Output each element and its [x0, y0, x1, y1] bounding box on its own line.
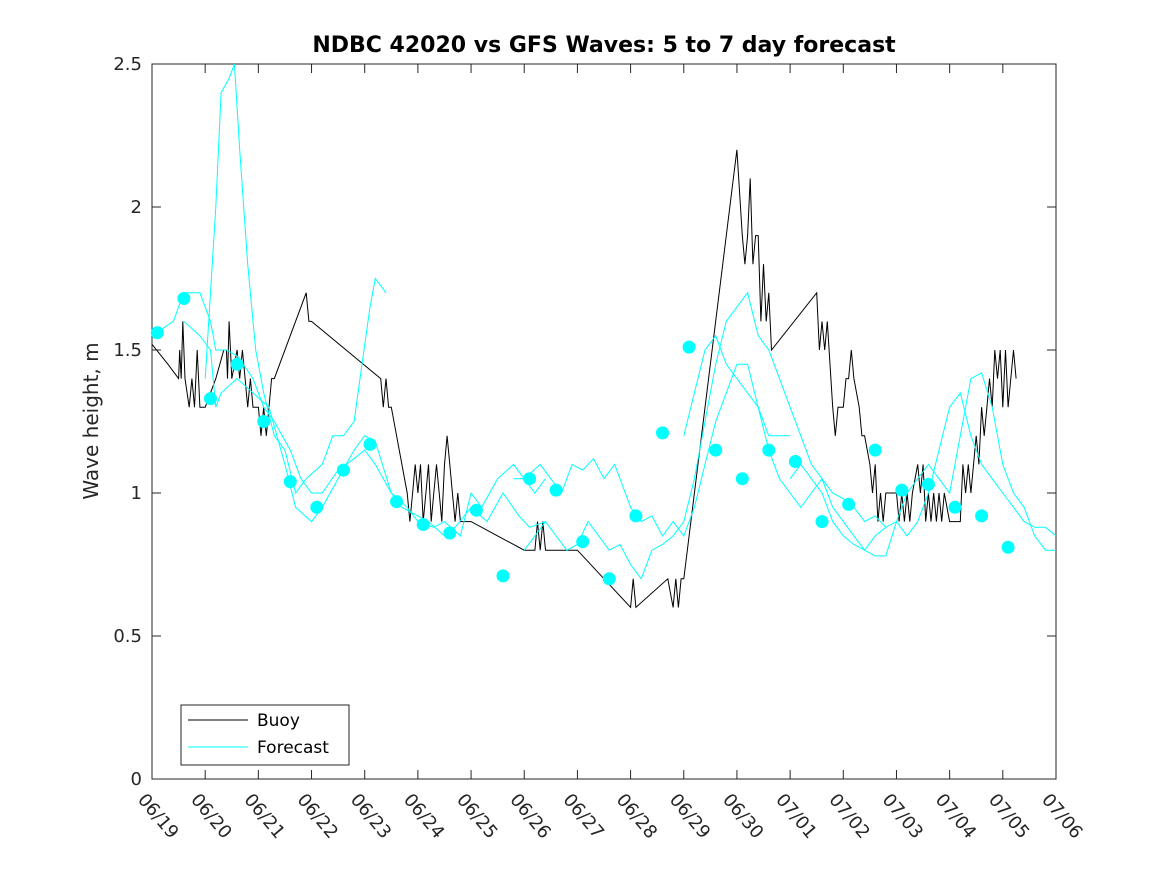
buoy-line — [151, 149, 1017, 609]
y-tick-label-0: 0 — [131, 769, 142, 790]
y-tick-label-1: 0.5 — [113, 626, 142, 647]
forecast-marker-5 — [283, 475, 297, 489]
forecast-marker-21 — [709, 443, 723, 457]
forecast-line-3 — [204, 63, 387, 495]
forecast-marker-23 — [762, 443, 776, 457]
forecast-marker-1 — [177, 292, 191, 305]
forecast-marker-24 — [788, 455, 802, 468]
y-tick-label-5: 2.5 — [113, 54, 142, 75]
forecast-marker-32 — [1001, 540, 1015, 554]
legend-buoy-label: Buoy — [257, 711, 300, 731]
legend: Buoy Forecast — [180, 704, 350, 766]
y-tick-label-4: 2 — [131, 197, 142, 218]
forecast-marker-8 — [363, 437, 377, 451]
forecast-marker-2 — [204, 392, 217, 406]
forecast-marker-11 — [443, 526, 457, 540]
forecast-line-4 — [513, 363, 791, 537]
forecast-line-6 — [683, 334, 1057, 552]
forecast-marker-19 — [656, 426, 669, 440]
forecast-marker-12 — [469, 503, 483, 517]
forecast-marker-16 — [576, 535, 590, 549]
series-layer — [150, 63, 1057, 609]
forecast-marker-30 — [948, 500, 962, 514]
forecast-line-5 — [523, 291, 887, 580]
y-axis-label: Wave height, m — [79, 342, 103, 499]
forecast-marker-3 — [230, 357, 244, 371]
y-tick-label-2: 1 — [131, 483, 142, 504]
forecast-marker-27 — [868, 443, 882, 457]
forecast-marker-9 — [390, 495, 404, 509]
forecast-marker-17 — [602, 572, 616, 586]
forecast-marker-26 — [842, 497, 856, 511]
forecast-marker-0 — [150, 326, 164, 340]
forecast-marker-15 — [549, 483, 563, 497]
forecast-marker-4 — [257, 415, 271, 428]
forecast-marker-20 — [682, 340, 696, 354]
legend-forecast-label: Forecast — [257, 738, 329, 758]
forecast-marker-13 — [496, 569, 510, 583]
forecast-marker-14 — [523, 472, 537, 486]
forecast-marker-31 — [975, 509, 989, 523]
forecast-marker-10 — [416, 518, 430, 531]
y-tick-label-3: 1.5 — [113, 340, 142, 361]
plot-area — [151, 63, 1057, 780]
forecast-marker-18 — [629, 509, 643, 523]
forecast-marker-22 — [735, 472, 749, 486]
forecast-marker-7 — [336, 463, 350, 477]
forecast-marker-28 — [895, 483, 909, 497]
forecast-marker-29 — [921, 477, 935, 491]
forecast-marker-25 — [815, 515, 829, 529]
y-axis: 0 0.5 1 1.5 2 2.5 — [113, 54, 1056, 790]
forecast-marker-6 — [310, 500, 324, 514]
forecast-line-7 — [789, 372, 1056, 557]
chart-title: NDBC 42020 vs GFS Waves: 5 to 7 day fore… — [312, 33, 896, 58]
legend-box — [180, 704, 350, 766]
